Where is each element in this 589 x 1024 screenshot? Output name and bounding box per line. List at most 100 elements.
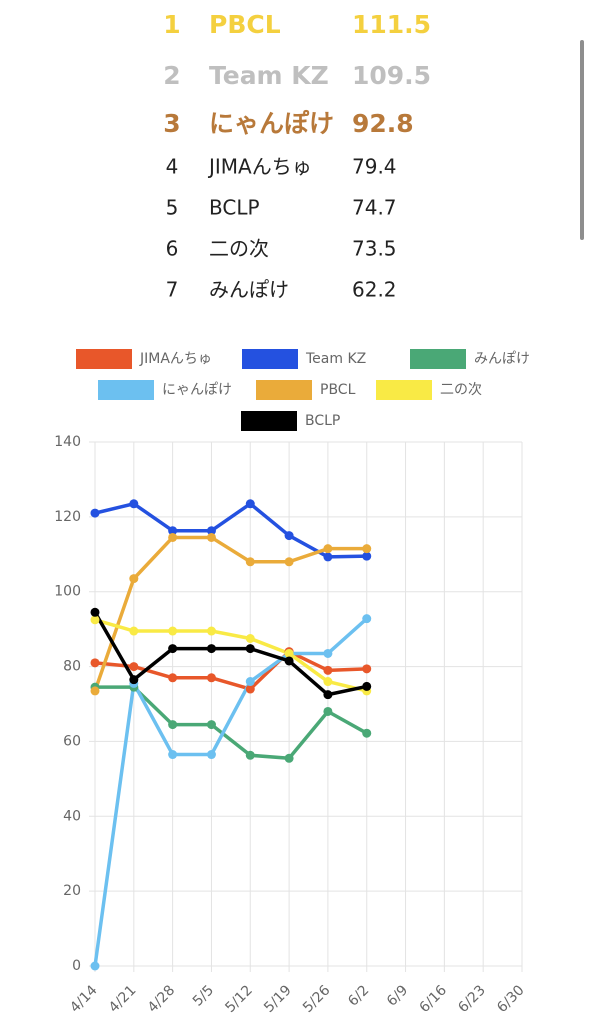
team-name: 二の次 [209,237,269,261]
data-point [245,499,255,509]
x-tick-label: 5/19 [261,982,295,1016]
rank-number: 6 [166,237,179,261]
x-tick-label: 4/28 [145,982,179,1016]
data-point [129,499,139,509]
data-point [284,753,294,763]
data-point [90,658,100,668]
legend-swatch [241,411,297,431]
rank-number: 1 [163,10,180,39]
x-tick-label: 4/21 [106,982,140,1016]
y-tick-label: 40 [63,808,81,824]
data-point [362,681,372,691]
x-tick-label: 5/26 [300,982,334,1016]
data-point [245,634,255,643]
rank-number: 2 [163,61,180,90]
legend-label: JIMAんちゅ [139,351,212,367]
data-point [284,557,294,567]
data-point [362,614,372,624]
data-point [206,673,216,683]
data-point [168,532,178,542]
team-name: JIMAんちゅ [207,155,312,179]
data-point [245,644,255,654]
legend-swatch [410,349,466,369]
x-tick-label: 6/9 [384,982,411,1009]
data-point [90,961,100,971]
series-line [94,618,368,693]
team-score: 79.4 [352,155,397,179]
x-tick-label: 4/14 [67,982,101,1016]
x-tick-label: 6/2 [345,982,372,1009]
y-tick-label: 120 [54,509,81,525]
data-point [168,626,178,636]
y-tick-label: 100 [54,584,81,600]
x-tick-label: 6/30 [494,982,528,1016]
rank-number: 3 [163,109,180,138]
legend-swatch [76,349,132,369]
data-point [206,626,216,636]
x-tick-label: 5/5 [190,982,217,1009]
data-point [362,664,372,674]
data-point [168,673,178,683]
rank-number: 7 [166,278,179,302]
data-point [245,677,255,687]
team-score: 62.2 [352,278,397,302]
team-score: 111.5 [352,10,431,39]
data-point [90,508,100,518]
team-score: 109.5 [352,61,431,90]
team-name: Team KZ [209,61,329,90]
y-tick-label: 80 [63,659,81,675]
data-point [284,531,294,541]
data-point [323,677,333,687]
legend-label: みんぽけ [474,351,530,367]
legend-swatch [242,349,298,369]
data-point [284,656,294,666]
data-point [206,532,216,542]
series-line [93,535,367,692]
data-point [90,686,100,696]
data-point [245,557,255,567]
x-tick-label: 5/12 [222,982,256,1016]
y-tick-label: 60 [63,733,81,749]
data-point [206,750,216,760]
legend-label: にゃんぽけ [162,382,232,398]
scrollbar [580,40,584,240]
data-point [129,574,139,584]
data-point [323,706,333,716]
team-score: 92.8 [352,109,414,138]
legend-label: Team KZ [305,351,366,367]
legend-swatch [376,380,432,400]
legend-swatch [98,380,154,400]
data-point [90,607,100,617]
data-point [129,626,139,636]
data-point [245,684,255,694]
data-point [323,648,333,658]
series-line [93,617,368,967]
data-point [168,750,178,760]
data-point [362,544,372,554]
rank-number: 5 [166,196,179,220]
y-tick-label: 0 [72,958,81,974]
legend-label: PBCL [320,382,356,398]
x-tick-label: 6/16 [416,982,450,1016]
series-line [93,611,368,697]
y-tick-label: 20 [63,883,81,899]
team-score: 73.5 [352,237,397,261]
legend-label: 二の次 [440,382,482,398]
data-point [362,551,372,561]
rank-number: 4 [166,155,179,179]
data-point [168,526,178,536]
data-point [323,544,333,554]
data-point [129,662,139,672]
data-point [284,648,294,658]
legend-swatch [256,380,312,400]
x-tick-label: 6/23 [455,982,489,1016]
data-point [129,675,139,685]
data-point [362,728,372,738]
data-point [168,644,178,654]
series-line [94,502,367,559]
team-name: BCLP [209,196,260,220]
data-point [245,750,255,760]
data-point [90,615,100,625]
team-name: PBCL [209,10,281,39]
